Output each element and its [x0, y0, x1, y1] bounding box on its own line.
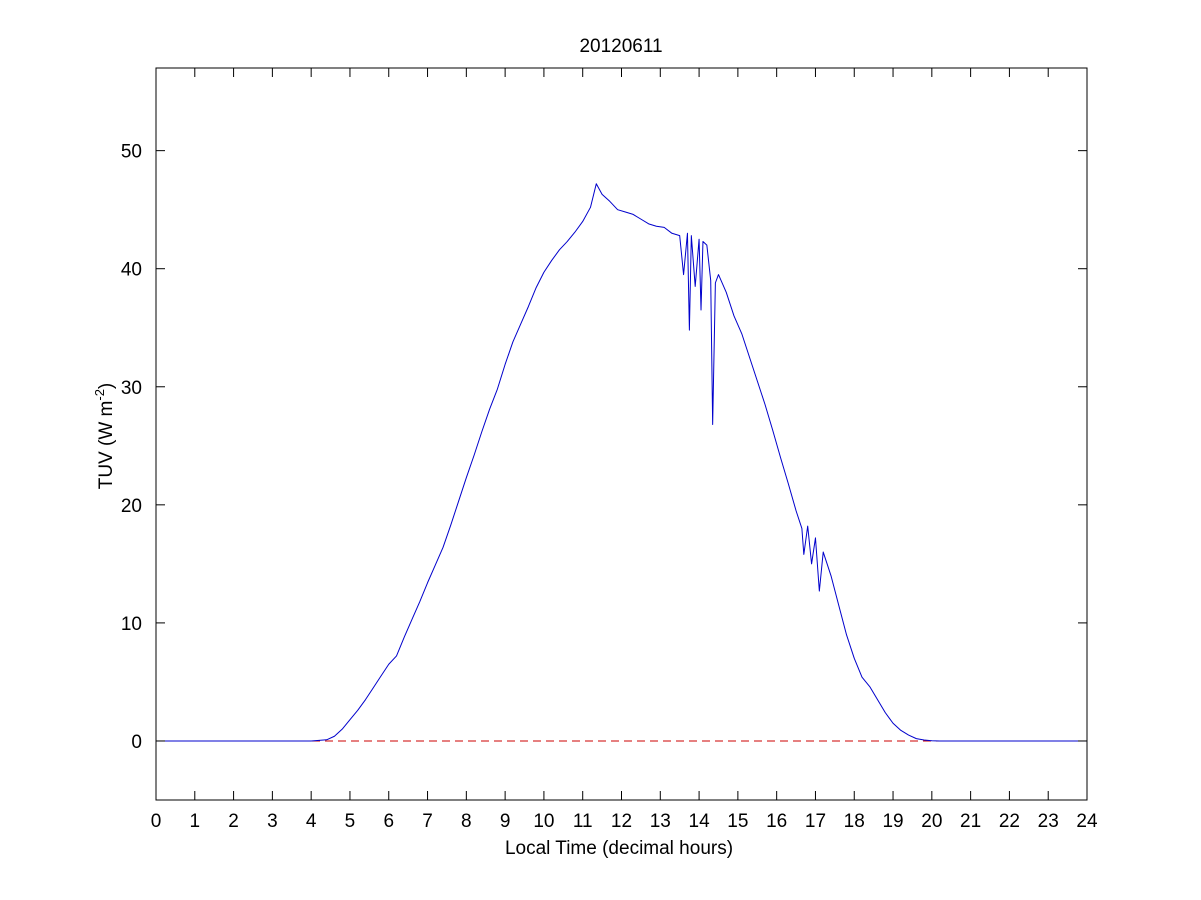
x-tick-label: 15	[727, 811, 748, 832]
plot-area	[155, 67, 1088, 801]
x-tick-label: 2	[228, 811, 239, 832]
x-tick-label: 14	[689, 811, 711, 832]
x-tick-label: 3	[267, 811, 278, 832]
x-tick-label: 22	[999, 811, 1020, 832]
x-tick-label: 20	[921, 811, 942, 832]
y-axis-title-close: )	[96, 383, 117, 389]
x-tick-label: 5	[345, 811, 356, 832]
y-tick-label: 40	[121, 260, 142, 281]
x-axis-title: Local Time (decimal hours)	[505, 838, 733, 859]
y-tick-label: 10	[121, 614, 142, 635]
x-tick-label: 13	[650, 811, 671, 832]
series-layer	[156, 183, 1087, 742]
x-tick-label: 11	[573, 811, 593, 832]
x-tick-label: 4	[306, 811, 317, 832]
x-tick-label: 6	[383, 811, 394, 832]
y-tick-label: 30	[121, 378, 142, 399]
x-tick-label: 19	[882, 811, 903, 832]
x-tick-label: 9	[500, 811, 511, 832]
x-tick-label: 16	[766, 811, 787, 832]
x-tick-label: 0	[151, 811, 162, 832]
x-tick-label: 17	[805, 811, 826, 832]
x-tick-label: 8	[461, 811, 472, 832]
x-tick-label: 12	[611, 811, 632, 832]
y-axis-title: TUV (W m-2)	[92, 383, 117, 490]
x-tick-label: 21	[960, 811, 981, 832]
chart-title: 20120611	[579, 36, 662, 57]
y-axis-title-base: TUV (W m	[96, 401, 117, 490]
x-tick-label: 7	[422, 811, 433, 832]
tick-layer: 0 1 2 3 4 5 6 7 8 9 10 11 12 13 14 15 16 17 18 19 20 21 22 23 24…	[121, 68, 1098, 832]
x-tick-label: 24	[1076, 811, 1098, 832]
x-tick-label: 10	[533, 811, 554, 832]
y-tick-label: 20	[121, 496, 142, 517]
y-tick-label: 50	[121, 142, 142, 163]
x-tick-label: 18	[844, 811, 865, 832]
x-tick-label: 1	[190, 811, 201, 832]
x-tick-label: 23	[1038, 811, 1059, 832]
y-axis-title-superscript: -2	[92, 389, 107, 401]
y-tick-label: 0	[131, 732, 142, 753]
tuv-series-line	[156, 183, 1087, 742]
